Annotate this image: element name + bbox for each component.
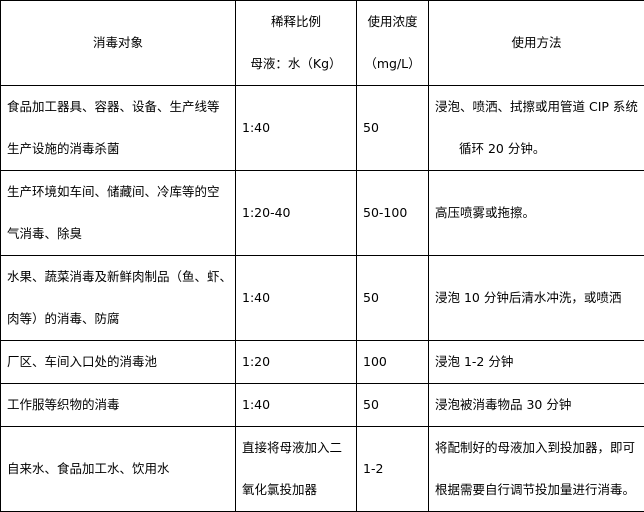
cell-method-line: 浸泡、喷洒、拭擦或用管道 CIP 系统 (435, 86, 638, 128)
header-row: 消毒对象 稀释比例 母液：水（Kg） 使用浓度 （mg/L） 使用方法 (1, 1, 644, 86)
cell-concentration: 50-100 (357, 171, 429, 256)
cell-target-line: 生产设施的消毒杀菌 (7, 128, 229, 170)
cell-target: 工作服等织物的消毒 (1, 384, 236, 427)
cell-method-line: 浸泡 10 分钟后清水冲洗，或喷洒 (435, 277, 638, 319)
header-method: 使用方法 (429, 1, 644, 86)
cell-method: 高压喷雾或拖擦。 (429, 171, 644, 256)
header-target: 消毒对象 (1, 1, 236, 86)
cell-target: 生产环境如车间、储藏间、冷库等的空气消毒、除臭 (1, 171, 236, 256)
cell-method-line: 浸泡被消毒物品 30 分钟 (435, 384, 638, 426)
cell-ratio: 1:40 (236, 256, 357, 341)
cell-method-line: 高压喷雾或拖擦。 (435, 192, 638, 234)
cell-ratio-line: 1:40 (242, 277, 350, 319)
cell-target: 水果、蔬菜消毒及新鲜肉制品（鱼、虾、肉等）的消毒、防腐 (1, 256, 236, 341)
cell-ratio-line: 1:40 (242, 107, 350, 149)
cell-concentration: 50 (357, 86, 429, 171)
cell-target-line: 气消毒、除臭 (7, 213, 229, 255)
cell-ratio: 1:40 (236, 86, 357, 171)
cell-target: 食品加工器具、容器、设备、生产线等生产设施的消毒杀菌 (1, 86, 236, 171)
cell-method: 浸泡被消毒物品 30 分钟 (429, 384, 644, 427)
cell-method: 浸泡 1-2 分钟 (429, 341, 644, 384)
cell-concentration: 50 (357, 384, 429, 427)
cell-ratio: 1:20-40 (236, 171, 357, 256)
cell-ratio: 1:20 (236, 341, 357, 384)
cell-target-line: 自来水、食品加工水、饮用水 (7, 448, 229, 490)
cell-target-line: 肉等）的消毒、防腐 (7, 298, 229, 340)
cell-method: 浸泡 10 分钟后清水冲洗，或喷洒 (429, 256, 644, 341)
cell-concentration: 1-2 (357, 427, 429, 512)
cell-method-line: 浸泡 1-2 分钟 (435, 341, 638, 383)
header-concentration: 使用浓度 （mg/L） (357, 1, 429, 86)
cell-target-line: 厂区、车间入口处的消毒池 (7, 341, 229, 383)
cell-target-line: 工作服等织物的消毒 (7, 384, 229, 426)
cell-ratio-line: 1:40 (242, 384, 350, 426)
cell-target-line: 食品加工器具、容器、设备、生产线等 (7, 86, 229, 128)
header-ratio: 稀释比例 母液：水（Kg） (236, 1, 357, 86)
cell-ratio: 直接将母液加入二氧化氯投加器 (236, 427, 357, 512)
cell-ratio-line: 直接将母液加入二 (242, 427, 350, 469)
cell-method: 将配制好的母液加入到投加器，即可根据需要自行调节投加量进行消毒。 (429, 427, 644, 512)
header-ratio-line: 稀释比例 (242, 1, 350, 43)
header-ratio-line: 母液：水（Kg） (242, 43, 350, 85)
header-concentration-line: （mg/L） (363, 43, 422, 85)
cell-concentration: 50 (357, 256, 429, 341)
cell-target-line: 水果、蔬菜消毒及新鲜肉制品（鱼、虾、 (7, 256, 229, 298)
cell-ratio-line: 1:20-40 (242, 192, 350, 234)
cell-target-line: 生产环境如车间、储藏间、冷库等的空 (7, 171, 229, 213)
cell-method-line: 将配制好的母液加入到投加器，即可 (435, 427, 638, 469)
cell-ratio: 1:40 (236, 384, 357, 427)
cell-method: 浸泡、喷洒、拭擦或用管道 CIP 系统循环 20 分钟。 (429, 86, 644, 171)
cell-method-line: 循环 20 分钟。 (435, 128, 638, 170)
header-concentration-line: 使用浓度 (363, 1, 422, 43)
cell-target: 自来水、食品加工水、饮用水 (1, 427, 236, 512)
cell-ratio-line: 1:20 (242, 341, 350, 383)
cell-target: 厂区、车间入口处的消毒池 (1, 341, 236, 384)
cell-concentration: 100 (357, 341, 429, 384)
